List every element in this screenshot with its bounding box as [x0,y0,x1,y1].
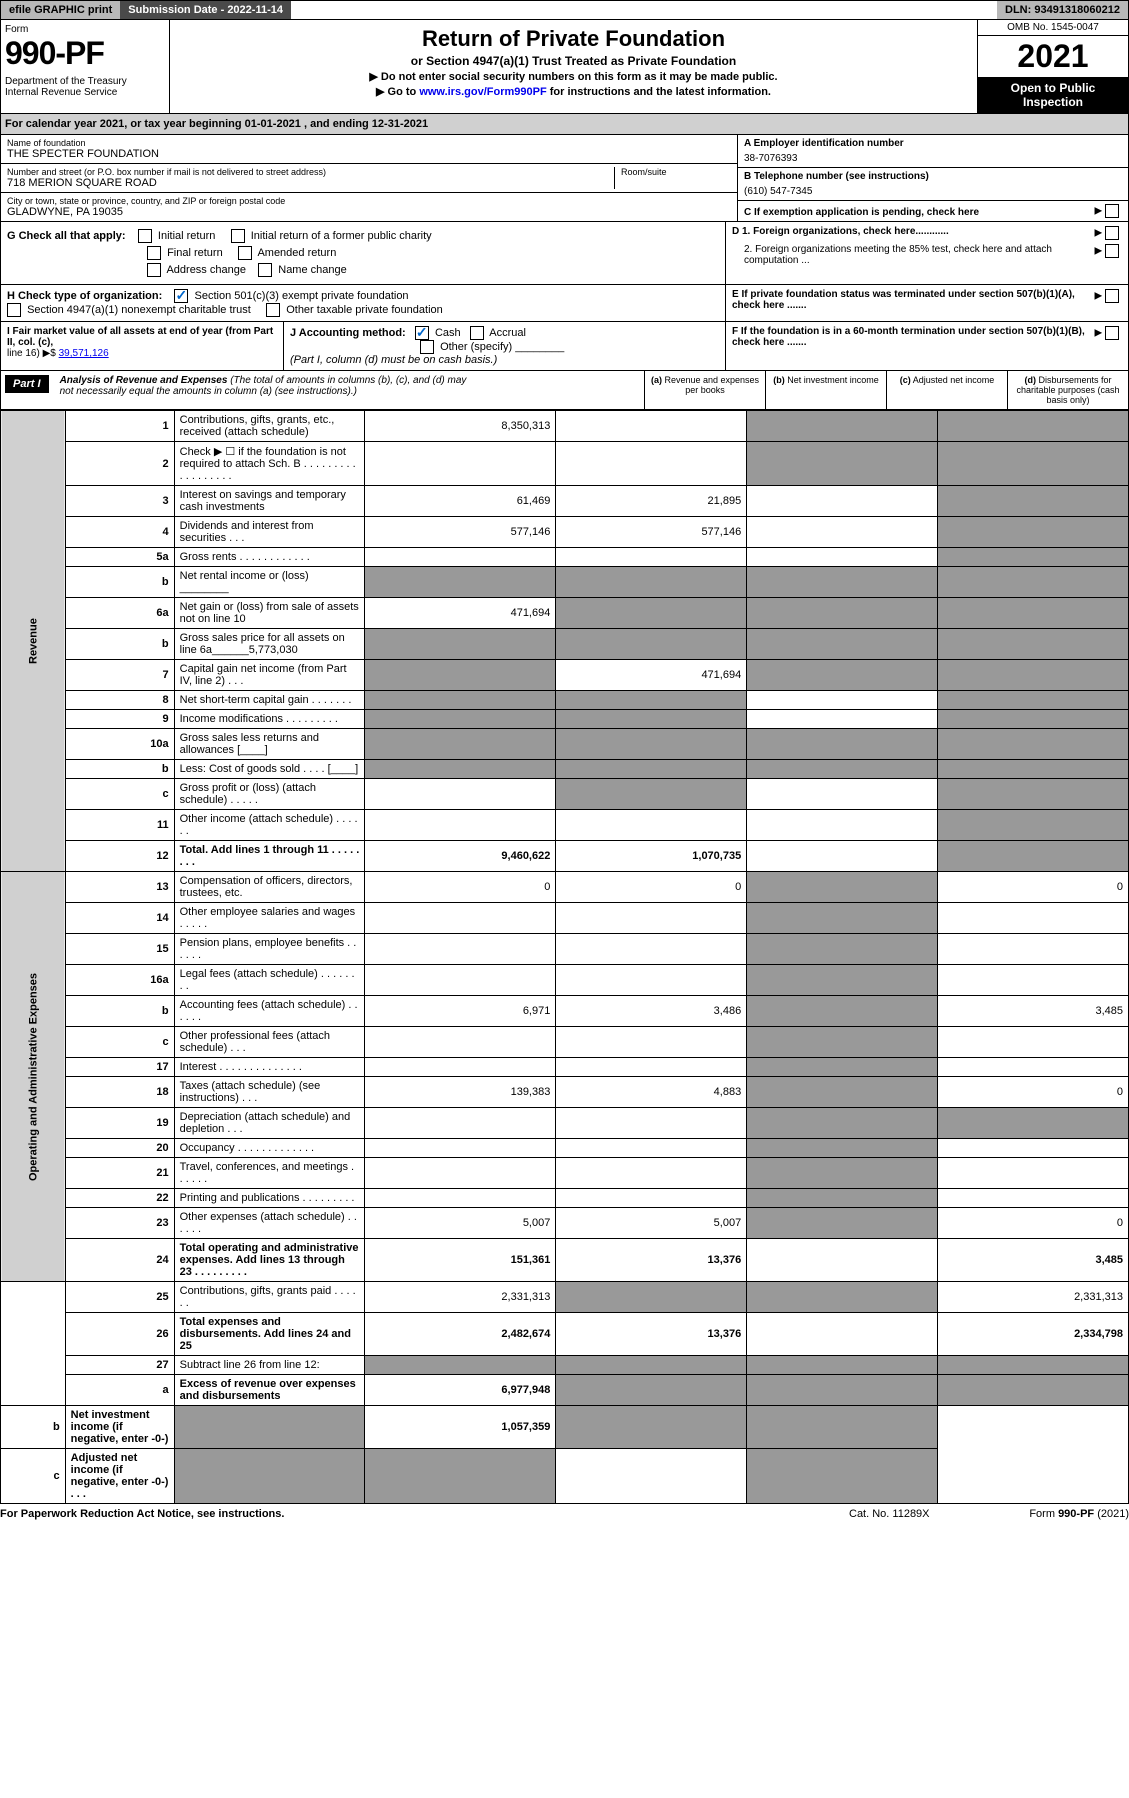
calendar-year: For calendar year 2021, or tax year begi… [0,114,1129,135]
j-note: (Part I, column (d) must be on cash basi… [290,354,497,366]
g-addr-change[interactable] [147,263,161,277]
ein-label: A Employer identification number [744,138,1122,149]
d2-cb[interactable] [1105,244,1119,258]
part1-label: Part I [5,375,49,393]
omb: OMB No. 1545-0047 [978,20,1128,36]
g-name-change[interactable] [258,263,272,277]
i-value: 39,571,126 [59,348,109,359]
e-label: E If private foundation status was termi… [732,289,1095,311]
footer: For Paperwork Reduction Act Notice, see … [0,1504,1129,1524]
d1-cb[interactable] [1105,226,1119,240]
f-cb[interactable] [1105,326,1119,340]
f-label: F If the foundation is in a 60-month ter… [732,326,1095,348]
g-initial-former[interactable] [231,229,245,243]
j-label: J Accounting method: [290,327,406,339]
phone: (610) 547-7345 [744,186,1122,197]
inst-2: ▶ Go to www.irs.gov/Form990PF for instru… [176,85,971,98]
c-checkbox[interactable] [1105,204,1119,218]
e-cb[interactable] [1105,289,1119,303]
form-header: Form 990-PF Department of the Treasury I… [0,20,1129,114]
form-subtitle: or Section 4947(a)(1) Trust Treated as P… [176,54,971,68]
i-label: I Fair market value of all assets at end… [7,326,273,348]
d1: D 1. Foreign organizations, check here..… [732,226,1095,240]
j-cash[interactable] [415,326,429,340]
c-label: C If exemption application is pending, c… [744,207,1095,218]
city: GLADWYNE, PA 19035 [7,206,731,218]
form-number: 990-PF [5,35,165,72]
spacer [291,7,997,13]
submission-date: Submission Date - 2022-11-14 [120,1,291,19]
addr: 718 MERION SQUARE ROAD [7,177,614,189]
j-other[interactable] [420,340,434,354]
footer-mid: Cat. No. 11289X [849,1508,989,1520]
g-row: G Check all that apply: Initial return I… [7,229,719,243]
efile-label: efile GRAPHIC print [1,1,120,19]
g-amended[interactable] [238,246,252,260]
analysis-table: Revenue1Contributions, gifts, grants, et… [0,410,1129,1504]
d2: 2. Foreign organizations meeting the 85%… [732,244,1095,266]
city-label: City or town, state or province, country… [7,196,731,206]
top-bar: efile GRAPHIC print Submission Date - 20… [0,0,1129,20]
dln: DLN: 93491318060212 [997,1,1128,19]
inst-1: ▶ Do not enter social security numbers o… [176,70,971,83]
j-accrual[interactable] [470,326,484,340]
h-label: H Check type of organization: [7,290,162,302]
addr-label: Number and street (or P.O. box number if… [7,167,614,177]
room-label: Room/suite [621,167,731,177]
form-title: Return of Private Foundation [176,26,971,52]
irs-link[interactable]: www.irs.gov/Form990PF [419,86,546,98]
ein: 38-7076393 [744,153,1122,164]
form-label: Form [5,24,165,35]
g-final[interactable] [147,246,161,260]
dept: Department of the Treasury Internal Reve… [5,76,165,98]
open-public: Open to Public Inspection [978,77,1128,113]
phone-label: B Telephone number (see instructions) [744,171,1122,182]
footer-left: For Paperwork Reduction Act Notice, see … [0,1508,849,1520]
h-other[interactable] [266,303,280,317]
h-501c3[interactable] [174,289,188,303]
tax-year: 2021 [978,36,1128,77]
name-label: Name of foundation [7,138,731,148]
h-4947[interactable] [7,303,21,317]
part1-header: Part I Analysis of Revenue and Expenses … [0,371,1129,410]
info-block: Name of foundation THE SPECTER FOUNDATIO… [0,135,1129,222]
footer-right: Form 990-PF (2021) [989,1508,1129,1520]
g-initial[interactable] [138,229,152,243]
foundation-name: THE SPECTER FOUNDATION [7,148,731,160]
